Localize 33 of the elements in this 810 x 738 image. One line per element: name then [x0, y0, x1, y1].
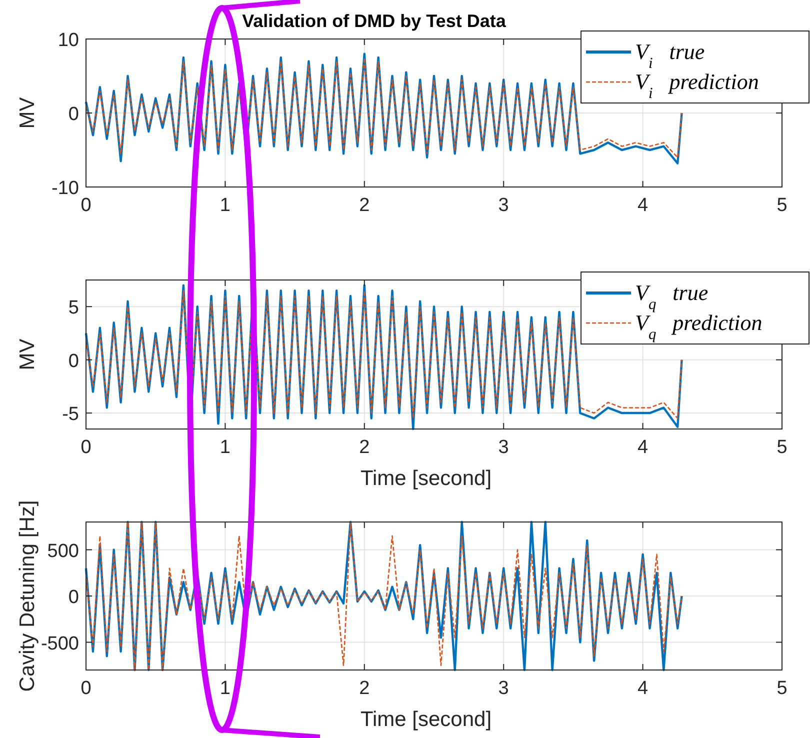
- legend-label: V$_{i}$ prediction: [635, 69, 759, 102]
- y-tick-label: 0: [68, 587, 79, 608]
- y-tick-label: -10: [52, 178, 79, 199]
- x-tick-label: 5: [776, 437, 788, 458]
- x-tick-label: 1: [220, 678, 230, 699]
- chart-title: Validation of DMD by Test Data: [242, 11, 507, 31]
- x-axis-title: Time [second]: [360, 467, 492, 490]
- y-axis-title: MV: [16, 338, 39, 370]
- y-tick-label: 500: [47, 540, 79, 562]
- y-tick-label: -5: [62, 404, 79, 426]
- y-tick-label: 0: [68, 104, 79, 125]
- legend-label: V$_{i}$ true: [635, 39, 705, 72]
- x-tick-label: 4: [638, 437, 649, 458]
- x-tick-label: 3: [498, 195, 509, 216]
- x-tick-label: 2: [359, 195, 370, 216]
- y-tick-label: -500: [40, 633, 79, 654]
- y-tick-label: 0: [68, 350, 79, 372]
- x-tick-label: 4: [638, 195, 649, 216]
- x-tick-label: 5: [776, 678, 788, 699]
- x-tick-label: 2: [359, 437, 370, 458]
- x-axis-title: Time [second]: [360, 708, 492, 731]
- x-tick-label: 2: [359, 678, 370, 699]
- y-tick-label: 10: [58, 30, 79, 51]
- legend-label: V$_{q}$ true: [635, 280, 708, 312]
- x-tick-label: 3: [498, 678, 509, 699]
- y-tick-label: 5: [68, 298, 79, 319]
- x-tick-label: 4: [638, 678, 649, 699]
- y-axis-title: Cavity Detuning [Hz]: [16, 500, 39, 692]
- x-tick-label: 1: [220, 437, 230, 458]
- y-axis-title: MV: [16, 97, 39, 129]
- x-tick-label: 1: [220, 195, 230, 216]
- x-tick-label: 3: [498, 437, 509, 458]
- x-tick-label: 5: [776, 195, 788, 216]
